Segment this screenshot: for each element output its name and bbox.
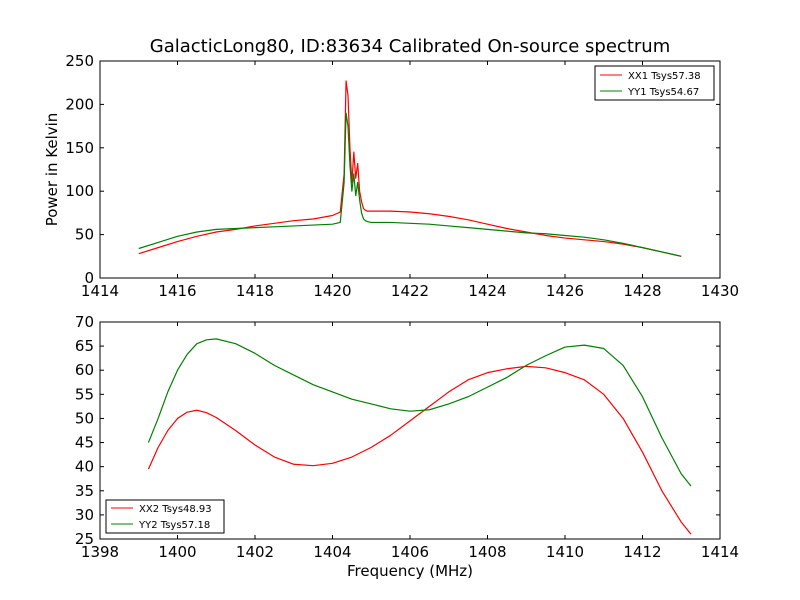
y-tick-label: 50 xyxy=(75,226,94,244)
top-ticks: 1414 1416 1418 1420 1422 1424 1426 1428 1430 0 50 1… xyxy=(65,52,739,300)
y-tick-label: 65 xyxy=(75,337,94,355)
y-tick-label: 200 xyxy=(65,95,94,113)
y-tick-label: 45 xyxy=(75,434,94,452)
x-tick-label: 1402 xyxy=(236,543,274,561)
x-tick-label: 1424 xyxy=(468,282,506,300)
y-tick-label: 50 xyxy=(75,409,94,427)
x-tick-label: 1422 xyxy=(391,282,429,300)
series-line-xx1 xyxy=(138,80,682,257)
x-tick-label: 1398 xyxy=(81,543,119,561)
x-tick-label: 1428 xyxy=(623,282,661,300)
bottom-series-group xyxy=(147,338,692,535)
x-tick-label: 1410 xyxy=(546,543,584,561)
y-tick-label: 250 xyxy=(65,52,94,70)
chart-title: GalacticLong80, ID:83634 Calibrated On-s… xyxy=(150,36,670,57)
y-tick-label: 25 xyxy=(75,530,94,548)
x-tick-label: 1426 xyxy=(546,282,584,300)
x-tick-label: 1400 xyxy=(158,543,196,561)
x-tick-label: 1414 xyxy=(81,282,119,300)
bottom-legend-box xyxy=(105,499,225,534)
x-tick-label: 1404 xyxy=(313,543,351,561)
y-tick-label: 55 xyxy=(75,385,94,403)
x-tick-label: 1414 xyxy=(701,543,739,561)
x-tick-label: 1416 xyxy=(158,282,196,300)
x-tick-label: 1412 xyxy=(623,543,661,561)
top-legend-label-xx1: XX1 Tsys57.38 xyxy=(628,71,701,82)
bottom-legend: XX2 Tsys48.93 YY2 Tsys57.18 xyxy=(105,499,225,534)
bottom-legend-label-yy2: YY2 Tsys57.18 xyxy=(138,520,210,531)
bottom-panel: 1398 1400 1402 1404 1406 1408 1410 1412 1414 25 30… xyxy=(75,313,739,580)
y-tick-label: 0 xyxy=(84,269,94,287)
top-panel: 1414 1416 1418 1420 1422 1424 1426 1428 1430 0 50 1… xyxy=(43,52,739,300)
y-tick-label: 30 xyxy=(75,506,94,524)
y-tick-label: 35 xyxy=(75,482,94,500)
top-legend-label-yy1: YY1 Tsys54.67 xyxy=(627,87,699,98)
top-legend: XX1 Tsys57.38 YY1 Tsys54.67 xyxy=(594,65,715,101)
series-line-yy1 xyxy=(138,112,682,257)
top-y-axis-label: Power in Kelvin xyxy=(43,113,61,227)
series-line-yy2 xyxy=(147,338,692,487)
top-series-group xyxy=(138,80,682,257)
bottom-ticks: 1398 1400 1402 1404 1406 1408 1410 1412 1414 25 30… xyxy=(75,313,739,561)
top-legend-box xyxy=(594,65,715,101)
series-line-xx2 xyxy=(147,365,692,535)
bottom-legend-label-xx2: XX2 Tsys48.93 xyxy=(139,504,212,515)
x-tick-label: 1408 xyxy=(468,543,506,561)
x-tick-label: 1406 xyxy=(391,543,429,561)
x-tick-label: 1420 xyxy=(313,282,351,300)
x-tick-label: 1430 xyxy=(701,282,739,300)
y-tick-label: 70 xyxy=(75,313,94,331)
y-tick-label: 60 xyxy=(75,361,94,379)
x-tick-label: 1418 xyxy=(236,282,274,300)
bottom-x-axis-label: Frequency (MHz) xyxy=(347,562,473,580)
y-tick-label: 40 xyxy=(75,458,94,476)
y-tick-label: 150 xyxy=(65,139,94,157)
y-tick-label: 100 xyxy=(65,182,94,200)
